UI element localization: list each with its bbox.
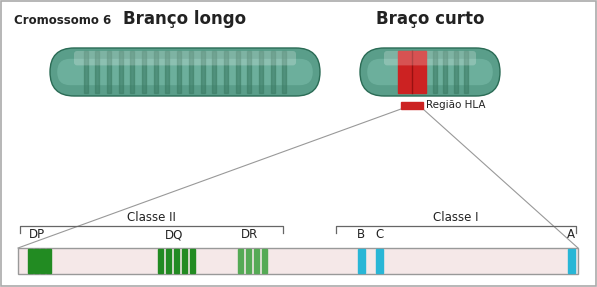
Bar xyxy=(130,51,134,93)
Bar xyxy=(28,249,33,273)
Bar xyxy=(212,51,216,93)
Bar xyxy=(158,249,163,273)
Bar xyxy=(182,249,187,273)
Text: DR: DR xyxy=(241,228,259,241)
Bar xyxy=(246,249,251,273)
Bar xyxy=(398,51,426,93)
Bar xyxy=(18,248,578,274)
Bar xyxy=(270,51,275,93)
Text: Braço curto: Braço curto xyxy=(376,10,484,28)
Bar xyxy=(568,249,575,273)
Bar xyxy=(40,249,45,273)
Bar xyxy=(201,51,205,93)
FancyBboxPatch shape xyxy=(57,59,313,85)
Bar xyxy=(433,51,437,93)
FancyBboxPatch shape xyxy=(50,48,320,96)
Bar xyxy=(189,51,193,93)
Bar xyxy=(401,102,423,109)
Text: Branço longo: Branço longo xyxy=(124,10,247,28)
Bar xyxy=(358,249,365,273)
Bar xyxy=(262,249,267,273)
Bar xyxy=(34,249,39,273)
Bar xyxy=(119,51,123,93)
Bar xyxy=(174,249,179,273)
Bar xyxy=(464,51,468,93)
Bar xyxy=(142,51,146,93)
Text: DQ: DQ xyxy=(165,228,183,241)
FancyBboxPatch shape xyxy=(384,51,476,65)
Bar xyxy=(166,249,171,273)
Bar xyxy=(177,51,181,93)
Text: A: A xyxy=(567,228,575,241)
Text: C: C xyxy=(375,228,383,241)
Bar xyxy=(238,249,243,273)
Text: Cromossomo 6: Cromossomo 6 xyxy=(14,14,111,27)
Bar xyxy=(454,51,457,93)
Text: Classe II: Classe II xyxy=(127,211,176,224)
Bar xyxy=(254,249,259,273)
Bar xyxy=(259,51,263,93)
Bar xyxy=(46,249,51,273)
Bar xyxy=(84,51,88,93)
Bar xyxy=(236,51,239,93)
Bar xyxy=(444,51,447,93)
FancyBboxPatch shape xyxy=(360,48,500,96)
Bar xyxy=(247,51,251,93)
Bar xyxy=(107,51,111,93)
Bar xyxy=(376,249,383,273)
Bar xyxy=(96,51,99,93)
Bar xyxy=(224,51,228,93)
Bar xyxy=(154,51,158,93)
Bar xyxy=(282,51,287,93)
Bar xyxy=(190,249,195,273)
FancyBboxPatch shape xyxy=(367,59,493,85)
FancyBboxPatch shape xyxy=(74,51,296,65)
Text: DP: DP xyxy=(29,228,45,241)
Text: Classe I: Classe I xyxy=(433,211,479,224)
Text: Região HLA: Região HLA xyxy=(426,100,485,110)
Text: B: B xyxy=(357,228,365,241)
Bar xyxy=(165,51,170,93)
